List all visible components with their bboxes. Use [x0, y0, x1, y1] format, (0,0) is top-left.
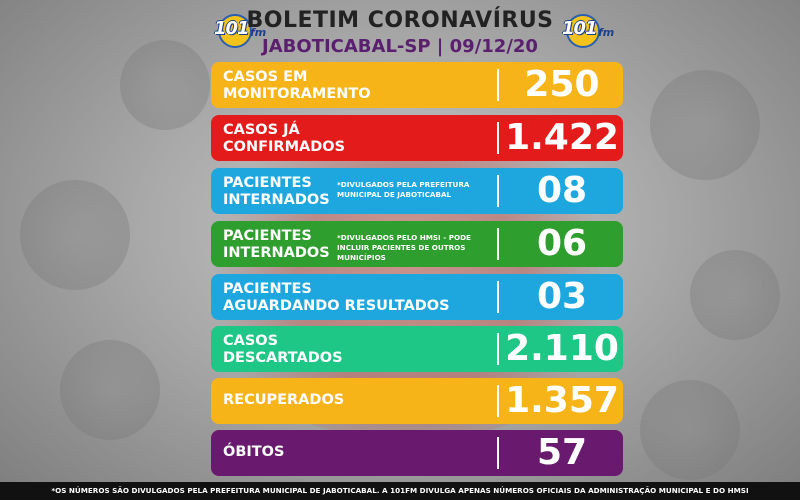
stat-value: 08	[536, 170, 588, 211]
stat-divider	[497, 437, 499, 469]
stat-label: PACIENTES AGUARDANDO RESULTADOS	[223, 281, 450, 315]
stat-divider	[497, 333, 499, 365]
logo-text: 101	[562, 18, 598, 39]
stat-value: 1.357	[505, 380, 619, 421]
stat-row-monitoring: CASOS EM MONITORAMENTO 250	[211, 62, 623, 108]
stat-label: CASOS JÁ CONFIRMADOS	[223, 122, 345, 156]
stat-label-line2: INTERNADOS	[223, 245, 330, 261]
stat-divider	[497, 122, 499, 154]
virus-graphic	[650, 70, 760, 180]
stat-value: 06	[536, 223, 588, 264]
logo-disc	[218, 14, 252, 48]
logo-left: 101 fm	[214, 12, 276, 48]
logo-text: 101	[214, 18, 250, 39]
virus-graphic	[20, 180, 130, 290]
stat-value: 1.422	[505, 117, 619, 158]
stat-note: *DIVULGADOS PELA PREFEITURA MUNICIPAL DE…	[337, 180, 470, 199]
stat-label-line1: CASOS EM	[223, 69, 308, 85]
footer-disclaimer: *OS NÚMEROS SÃO DIVULGADOS PELA PREFEITU…	[0, 482, 800, 500]
virus-graphic	[690, 250, 780, 340]
stat-label-line1: PACIENTES	[223, 281, 312, 297]
stat-label-line2: MONITORAMENTO	[223, 86, 371, 102]
logo-disc	[566, 14, 600, 48]
stat-label-line2: AGUARDANDO RESULTADOS	[223, 298, 450, 314]
stat-label-line1: PACIENTES	[223, 228, 312, 244]
stat-label: ÓBITOS	[223, 444, 285, 460]
stat-row-awaiting: PACIENTES AGUARDANDO RESULTADOS 03	[211, 274, 623, 320]
page-title: BOLETIM CORONAVÍRUS	[246, 8, 554, 33]
stat-label: RECUPERADOS	[223, 392, 345, 408]
stat-divider	[497, 281, 499, 313]
stat-row-discarded: CASOS DESCARTADOS 2.110	[211, 326, 623, 372]
stat-value: 57	[536, 432, 588, 473]
stat-label: CASOS DESCARTADOS	[223, 333, 343, 367]
logo-suffix: fm	[250, 26, 267, 39]
logo-right: 101 fm	[562, 12, 624, 48]
stat-label: PACIENTES INTERNADOS	[223, 228, 330, 262]
stat-row-confirmed: CASOS JÁ CONFIRMADOS 1.422	[211, 115, 623, 161]
stat-divider	[497, 175, 499, 207]
virus-graphic	[60, 340, 160, 440]
stat-label-line1: PACIENTES	[223, 175, 312, 191]
stat-label-line2: CONFIRMADOS	[223, 139, 346, 155]
stat-divider	[497, 69, 499, 101]
stat-value: 2.110	[505, 328, 619, 369]
header: 101 fm BOLETIM CORONAVÍRUS JABOTICABAL-S…	[0, 4, 800, 60]
virus-graphic	[120, 40, 210, 130]
stat-row-deaths: ÓBITOS 57	[211, 430, 623, 476]
stat-label: PACIENTES INTERNADOS	[223, 175, 330, 209]
stat-row-hospitalized-city: PACIENTES INTERNADOS *DIVULGADOS PELA PRE…	[211, 168, 623, 214]
stat-label-line1: CASOS JÁ	[223, 122, 300, 138]
page-subtitle: JABOTICABAL-SP | 09/12/20	[262, 36, 538, 57]
virus-graphic	[640, 380, 740, 480]
stat-label: CASOS EM MONITORAMENTO	[223, 69, 371, 103]
stat-row-hospitalized-hmsi: PACIENTES INTERNADOS *DIVULGADOS PELO HMS…	[211, 221, 623, 267]
stat-label-line2: DESCARTADOS	[223, 350, 343, 366]
stat-divider	[497, 385, 499, 417]
stat-value: 250	[524, 64, 600, 105]
stat-row-recovered: RECUPERADOS 1.357	[211, 378, 623, 424]
stat-note: *DIVULGADOS PELO HMSI - PODE INCLUIR PAC…	[337, 233, 471, 262]
stat-label-line1: CASOS	[223, 333, 279, 349]
logo-suffix: fm	[598, 26, 615, 39]
stat-label-line2: INTERNADOS	[223, 192, 330, 208]
stat-divider	[497, 228, 499, 260]
stat-value: 03	[536, 276, 588, 317]
